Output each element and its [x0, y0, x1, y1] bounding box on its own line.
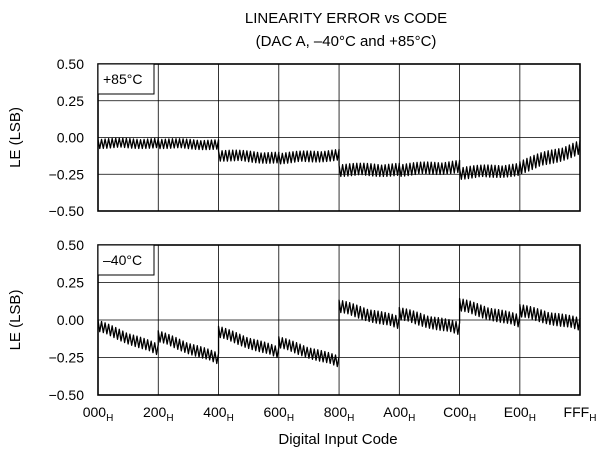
y-tick-label: 0.00: [57, 312, 84, 328]
y-tick-label: 0.50: [57, 237, 84, 253]
y-tick-label: 0.25: [57, 93, 84, 109]
x-tick-label: 600H: [263, 404, 294, 424]
y-tick-label: 0.50: [57, 56, 84, 72]
y-tick-label: 0.00: [57, 130, 84, 146]
panel-label: –40°C: [103, 252, 142, 268]
y-tick-label: 0.25: [57, 275, 84, 291]
panel-top: 0.50 0.25 0.00 −0.25 −0.50 LE (LSB) +85°C: [7, 56, 581, 219]
chart-title-line1: LINEARITY ERROR vs CODE: [245, 10, 447, 27]
y-axis-label: LE (LSB): [7, 107, 24, 168]
plot-frame: [97, 63, 581, 212]
panel-bottom: 0.50 0.25 0.00 −0.25 −0.50 LE (LSB) –40°C 000H 2…: [7, 237, 596, 424]
panel-label: +85°C: [103, 71, 142, 87]
panel-label-box: [97, 63, 155, 95]
y-axis-label: LE (LSB): [7, 290, 24, 351]
x-tick-label: C00H: [443, 404, 476, 424]
y-tick-label: −0.25: [49, 166, 85, 182]
x-tick-label: 200H: [143, 404, 174, 424]
x-tick-label: 800H: [324, 404, 355, 424]
y-tick-label: −0.50: [49, 203, 85, 219]
panel-label-box: [97, 244, 155, 276]
chart-title-line2: (DAC A, –40°C and +85°C): [256, 33, 437, 50]
y-tick-label: −0.25: [49, 350, 85, 366]
data-series-line: [97, 137, 581, 180]
x-tick-label: A00H: [383, 404, 415, 424]
x-axis-label: Digital Input Code: [278, 431, 397, 448]
y-tick-label: −0.50: [49, 387, 85, 403]
data-series-line: [97, 297, 581, 368]
x-tick-label: FFFH: [564, 404, 597, 424]
x-tick-label: 400H: [203, 404, 234, 424]
plot-frame: [97, 244, 581, 396]
x-tick-label: E00H: [504, 404, 536, 424]
x-tick-label: 000H: [83, 404, 114, 424]
